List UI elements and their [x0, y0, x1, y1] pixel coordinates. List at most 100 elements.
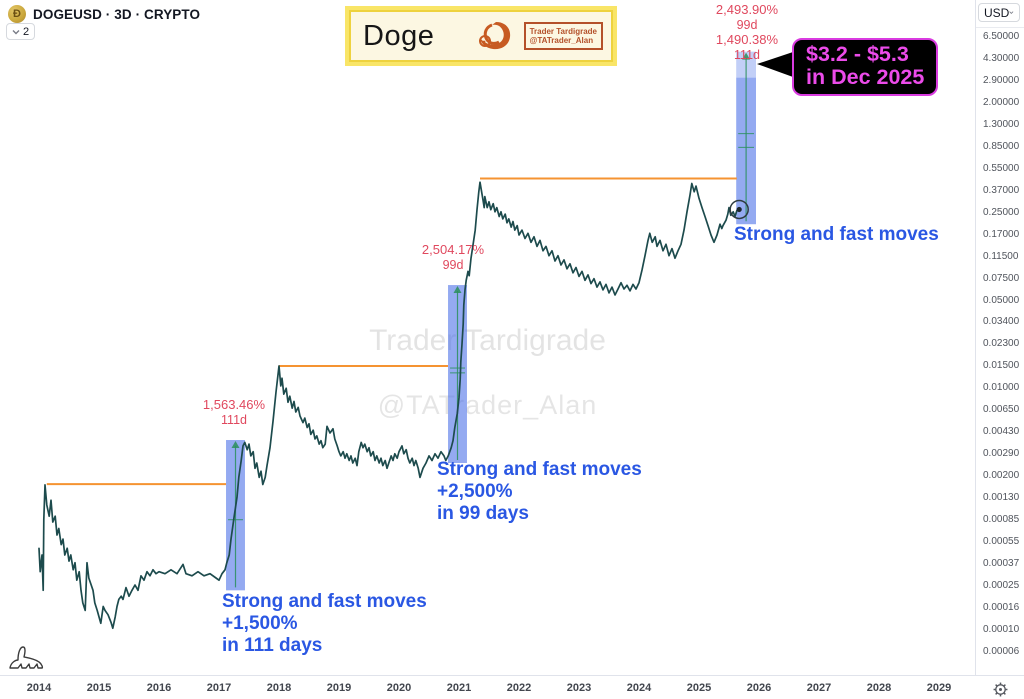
- symbol-header[interactable]: Ð DOGEUSD · 3D · CRYPTO: [8, 5, 200, 23]
- band-arrow-head: [742, 52, 751, 60]
- price-axis-label: 0.00085: [983, 514, 1020, 526]
- banner-credit-line1: Trader Tardigrade: [529, 27, 597, 36]
- note-line: Strong and fast moves: [734, 224, 939, 245]
- callout-line2: in Dec 2025: [806, 65, 925, 89]
- time-axis-label: 2016: [146, 682, 172, 694]
- time-axis-label: 2024: [626, 682, 652, 694]
- symbol-title[interactable]: DOGEUSD · 3D · CRYPTO: [33, 6, 201, 22]
- price-axis-label: 0.01000: [983, 382, 1020, 394]
- currency-unit-button[interactable]: USD: [978, 3, 1020, 22]
- callout-line1: $3.2 - $5.3: [806, 42, 909, 66]
- price-axis-label: 0.00290: [983, 448, 1020, 460]
- price-axis-label: 0.37000: [983, 184, 1020, 196]
- price-axis-label: 0.01500: [983, 360, 1020, 372]
- indicator-collapse-badge[interactable]: 2: [6, 23, 36, 40]
- price-axis-label: 0.00650: [983, 404, 1020, 416]
- measure-days: 99d: [736, 18, 758, 32]
- callout-tail: [757, 52, 793, 77]
- price-axis-label: 0.00130: [983, 492, 1020, 504]
- measure-pct: 2,504.17%: [421, 242, 485, 257]
- note-2017-move[interactable]: Strong and fast moves +1,500% in 111 day…: [222, 591, 427, 657]
- measure-days: 111d: [734, 48, 760, 62]
- price-axis-label: 0.02300: [983, 338, 1020, 350]
- time-axis-label: 2014: [26, 682, 52, 694]
- highlight-circle[interactable]: [729, 199, 749, 220]
- price-axis-label: 0.55000: [983, 162, 1020, 174]
- time-axis-label: 2028: [866, 682, 892, 694]
- time-axis-label: 2027: [806, 682, 832, 694]
- note-line: in 99 days: [437, 503, 529, 524]
- price-axis-label: 0.00430: [983, 426, 1020, 438]
- measure-days: 111d: [221, 413, 247, 427]
- time-axis-label: 2017: [206, 682, 232, 694]
- time-axis-label: 2018: [266, 682, 292, 694]
- price-axis-label: 0.00016: [983, 601, 1020, 613]
- time-axis-label: 2021: [446, 682, 472, 694]
- note-2021-move[interactable]: Strong and fast moves +2,500% in 99 days: [437, 459, 642, 525]
- price-axis-label: 1.30000: [983, 118, 1020, 130]
- measure-label-2021: 2,504.17% 99d: [387, 242, 519, 272]
- price-axis-label: 4.30000: [983, 52, 1020, 64]
- price-target-callout[interactable]: $3.2 - $5.3 in Dec 2025: [792, 38, 939, 96]
- note-line: in 111 days: [222, 635, 323, 656]
- price-axis-label: 0.00025: [983, 580, 1020, 591]
- measure-label-2017: 1,563.46% 111d: [168, 397, 300, 427]
- banner-title: Doge: [363, 19, 435, 52]
- measure-label-2025: 2,493.90% 99d 1,490.38% 111d: [681, 2, 813, 62]
- price-axis-label: 0.05000: [983, 294, 1020, 306]
- chevron-down-icon: [12, 29, 20, 34]
- time-axis-label: 2019: [326, 682, 352, 694]
- note-line: Strong and fast moves: [437, 459, 642, 480]
- price-chart[interactable]: [0, 0, 975, 675]
- time-axis-label: 2025: [686, 682, 712, 694]
- doge-coin-icon: Ð: [8, 5, 26, 23]
- time-axis[interactable]: 2014 2015 2016 2017 2018 2019 2020 2021 2022 2023…: [0, 675, 1024, 699]
- note-2025-move[interactable]: Strong and fast moves: [734, 224, 939, 246]
- time-axis-label: 2015: [86, 682, 112, 694]
- price-line[interactable]: [38, 181, 741, 630]
- price-axis-label: 0.85000: [983, 140, 1020, 152]
- band-arrow-head: [231, 441, 240, 449]
- price-axis-label: 2.00000: [983, 96, 1020, 108]
- time-axis-label: 2020: [386, 682, 412, 694]
- price-axis-label: 0.25000: [983, 206, 1020, 218]
- banner-credit-line2: @TATrader_Alan: [529, 36, 594, 45]
- price-axis-label: 0.00006: [983, 645, 1020, 657]
- price-axis-label: 0.11500: [983, 250, 1019, 262]
- price-axis-label: 0.00200: [983, 470, 1020, 482]
- indicator-count: 2: [23, 25, 30, 38]
- axis-separator: [976, 27, 1024, 28]
- price-axis-label: 0.03400: [983, 316, 1020, 328]
- price-axis-label: 0.07500: [983, 272, 1020, 284]
- price-axis-label: 6.50000: [983, 31, 1020, 42]
- highlight-circle-dot: [736, 206, 742, 213]
- time-axis-label: 2026: [746, 682, 772, 694]
- watermark-line1: Trader Tardigrade: [369, 324, 606, 357]
- time-axis-label: 2023: [566, 682, 592, 694]
- watermark-line2: @TATrader_Alan: [377, 390, 598, 420]
- time-axis-label: 2029: [926, 682, 952, 694]
- price-axis-label: 0.00037: [983, 558, 1020, 570]
- chevron-down-icon: [1009, 11, 1014, 14]
- dino-icon: [9, 646, 44, 669]
- price-axis-label: 0.00010: [983, 623, 1020, 635]
- measure-pct: 1,490.38%: [715, 32, 779, 47]
- measure-pct: 2,493.90%: [715, 2, 779, 17]
- note-line: +2,500%: [437, 481, 513, 502]
- title-banner-inner: Doge Trader Tardigrade @TATrader_Alan: [349, 10, 613, 62]
- price-axis-label: 0.00055: [983, 536, 1020, 548]
- price-axis-label: 2.90000: [983, 74, 1020, 86]
- tardigrade-logo-icon: [478, 22, 510, 50]
- price-axis[interactable]: 6.50000 4.30000 2.90000 2.00000 1.30000 0.850…: [975, 0, 1024, 699]
- note-line: Strong and fast moves: [222, 591, 427, 612]
- measure-days: 99d: [442, 258, 464, 272]
- settings-gear-icon[interactable]: [993, 682, 1008, 697]
- title-banner[interactable]: Doge Trader Tardigrade @TATrader_Alan: [345, 6, 617, 66]
- currency-label: USD: [984, 5, 1010, 20]
- note-line: +1,500%: [222, 613, 298, 634]
- measure-pct: 1,563.46%: [202, 397, 266, 412]
- banner-credit-box: Trader Tardigrade @TATrader_Alan: [523, 22, 603, 50]
- price-axis-label: 0.17000: [983, 228, 1020, 240]
- time-axis-label: 2022: [506, 682, 532, 694]
